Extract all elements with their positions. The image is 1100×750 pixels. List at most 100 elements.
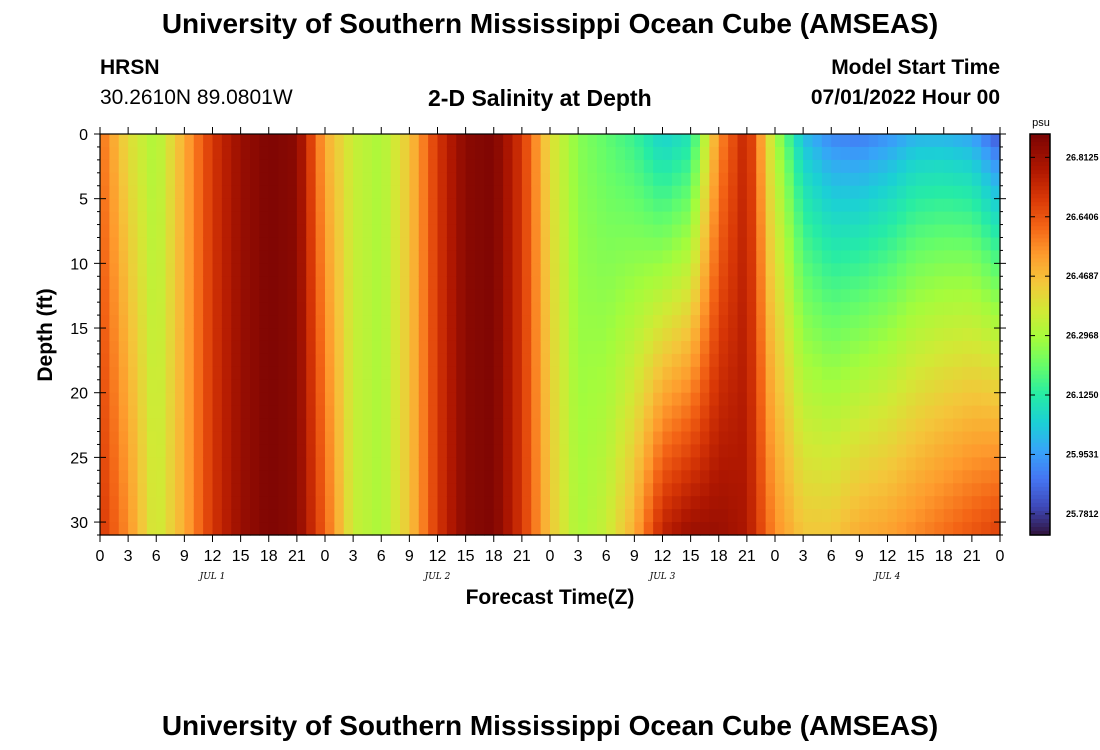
colorbar-segment [1030, 462, 1050, 468]
heatmap-cell [521, 483, 532, 497]
heatmap-cell [690, 522, 701, 536]
heatmap-cell [775, 185, 785, 200]
heatmap-cell [671, 211, 682, 226]
colorbar-segment [1030, 350, 1050, 356]
heatmap-cell [418, 366, 429, 381]
heatmap-cell [306, 522, 317, 536]
heatmap-cell [231, 134, 242, 148]
heatmap-cell [850, 483, 860, 497]
heatmap-cell [859, 276, 870, 290]
heatmap-cell [484, 159, 495, 174]
heatmap-cell [128, 328, 139, 342]
heatmap-cell [840, 289, 851, 303]
heatmap-cell [596, 444, 607, 458]
heatmap-cell [343, 250, 354, 264]
heatmap-cell [953, 431, 964, 446]
heatmap-cell [868, 405, 879, 420]
heatmap-cell [100, 224, 110, 239]
heatmap-cell [896, 340, 907, 355]
colorbar-segment [1030, 330, 1050, 336]
heatmap-cell [700, 457, 710, 471]
heatmap-cell [559, 366, 570, 381]
heatmap-cell [962, 315, 973, 329]
heatmap-cell [775, 302, 785, 316]
heatmap-cell [287, 237, 298, 252]
heatmap-cell [878, 159, 889, 174]
heatmap-cell [118, 237, 129, 252]
heatmap-cell [559, 302, 570, 316]
heatmap-cell [428, 457, 439, 471]
heatmap-cell [850, 392, 860, 407]
heatmap-cell [700, 289, 710, 303]
heatmap-cell [634, 431, 645, 446]
plot-title: 2-D Salinity at Depth [428, 85, 652, 111]
heatmap-cell [878, 211, 889, 226]
heatmap-cell [953, 509, 964, 523]
heatmap-cell [887, 224, 898, 239]
heatmap-cell [221, 522, 232, 536]
heatmap-cell [296, 172, 307, 187]
heatmap-cell [437, 289, 448, 303]
heatmap-cell [512, 237, 523, 252]
heatmap-cell [240, 263, 251, 277]
heatmap-cell [362, 159, 373, 174]
heatmap-cell [784, 185, 795, 200]
x-tick-label: 18 [260, 548, 278, 565]
heatmap-cell [521, 289, 532, 303]
heatmap-cell [100, 366, 110, 381]
heatmap-cell [606, 159, 617, 174]
heatmap-cell [990, 198, 1001, 213]
heatmap-cell [484, 302, 495, 316]
heatmap-cell [709, 159, 720, 174]
heatmap-cell [700, 172, 710, 187]
heatmap-cell [390, 522, 401, 536]
heatmap-cell [756, 198, 767, 213]
heatmap-cell [100, 263, 110, 277]
heatmap-cell [146, 483, 157, 497]
heatmap-cell [962, 522, 973, 536]
heatmap-cell [990, 276, 1001, 290]
heatmap-cell [709, 237, 720, 252]
heatmap-cell [521, 431, 532, 446]
heatmap-cell [503, 146, 514, 161]
heatmap-cell [784, 431, 795, 446]
heatmap-cell [484, 211, 495, 226]
colorbar-segment [1030, 518, 1050, 524]
heatmap-cell [343, 159, 354, 174]
heatmap-cell [203, 353, 214, 368]
heatmap-cell [587, 509, 598, 523]
heatmap-cell [681, 522, 692, 536]
heatmap-cell [231, 263, 242, 277]
heatmap-cell [756, 340, 767, 355]
heatmap-cell [559, 250, 570, 264]
heatmap-cell [437, 185, 448, 200]
heatmap-cell [184, 263, 195, 277]
heatmap-cell [662, 418, 673, 433]
heatmap-cell [250, 276, 260, 290]
heatmap-cell [315, 172, 326, 187]
heatmap-cell [765, 172, 776, 187]
heatmap-cell [334, 470, 345, 484]
colorbar-segment [1030, 166, 1050, 171]
heatmap-cell [203, 431, 214, 446]
heatmap-cell [521, 302, 532, 316]
heatmap-cell [456, 444, 467, 458]
heatmap-cell [193, 302, 204, 316]
heatmap-cell [784, 224, 795, 239]
heatmap-cell [118, 276, 129, 290]
heatmap-cell [850, 146, 860, 161]
heatmap-cell [925, 509, 935, 523]
heatmap-cell [512, 496, 523, 510]
heatmap-cell [353, 289, 364, 303]
heatmap-cell [840, 198, 851, 213]
heatmap-cell [840, 134, 851, 148]
heatmap-cell [353, 418, 364, 433]
heatmap-cell [868, 263, 879, 277]
heatmap-cell [203, 250, 214, 264]
heatmap-cell [109, 340, 120, 355]
heatmap-cell [165, 134, 176, 148]
heatmap-cell [325, 289, 335, 303]
heatmap-cell [503, 250, 514, 264]
heatmap-cell [971, 172, 982, 187]
heatmap-cell [418, 250, 429, 264]
